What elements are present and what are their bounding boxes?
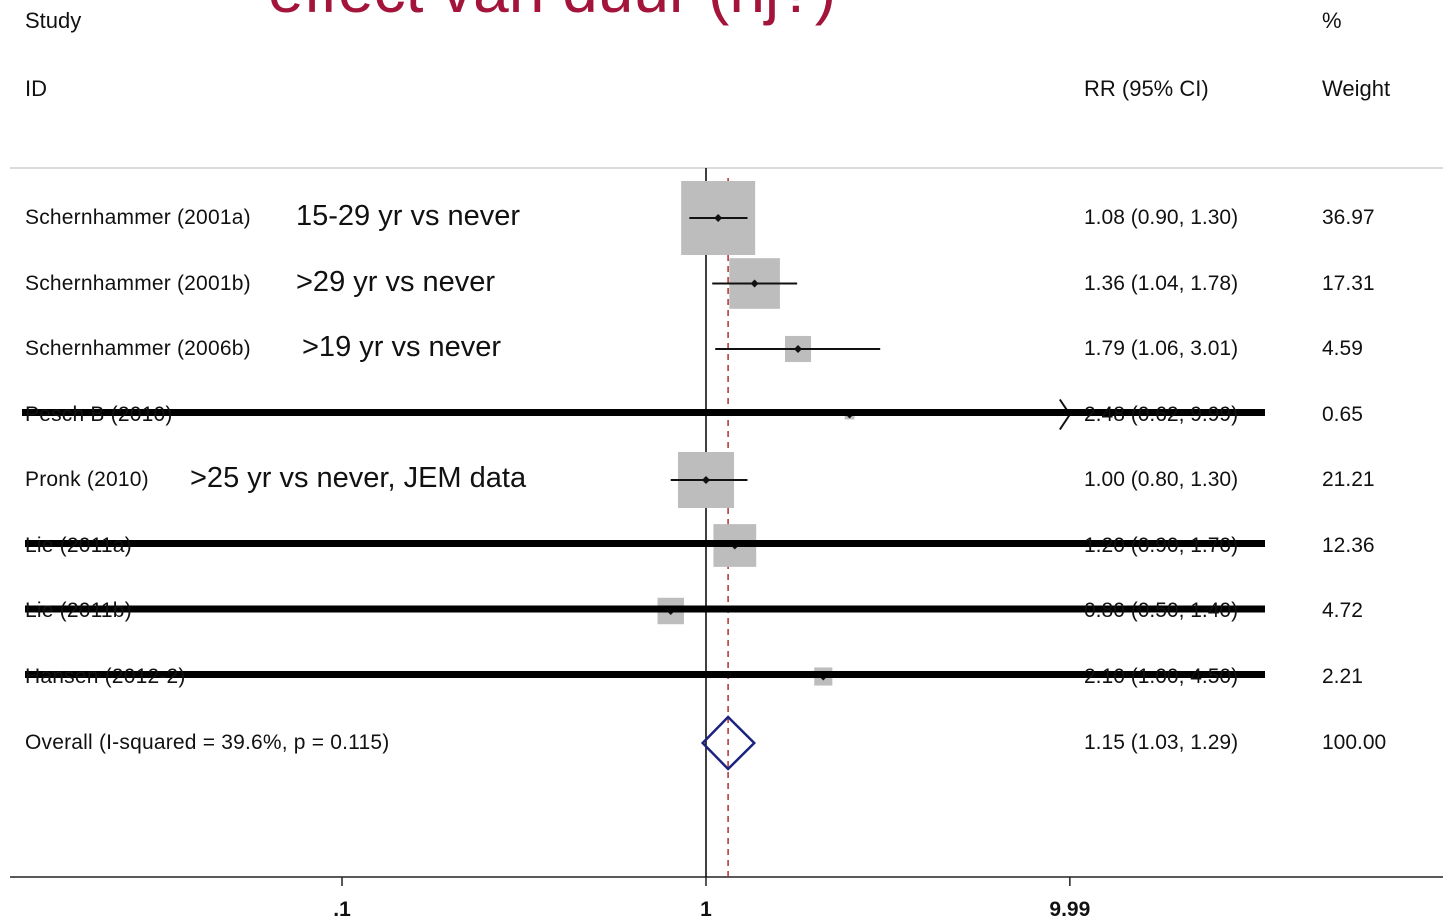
study-rr-ci: 2.48 (0.62, 9.99)	[1084, 402, 1239, 426]
study-weight: 0.65	[1322, 402, 1363, 426]
study-rr-ci: 1.79 (1.06, 3.01)	[1084, 337, 1239, 360]
study-rr-ci: 0.80 (0.50, 1.40)	[1084, 599, 1239, 622]
overall-weight: 100.00	[1322, 731, 1387, 754]
study-annotation: >25 yr vs never, JEM data	[190, 462, 527, 494]
study-point-estimate	[714, 214, 723, 222]
study-name: Schernhammer (2001a)	[25, 206, 251, 229]
study-rr-ci: 2.10 (1.00, 4.50)	[1084, 664, 1239, 688]
study-point-estimate	[750, 279, 759, 288]
study-name: Schernhammer (2006b)	[25, 337, 251, 360]
x-tick-label: 1	[700, 898, 712, 921]
overall-diamond	[700, 715, 757, 771]
study-name: Lie (2011a)	[25, 533, 132, 557]
study-weight: 4.72	[1322, 599, 1363, 622]
study-weight: 36.97	[1322, 206, 1375, 229]
study-name: Pronk (2010)	[25, 468, 149, 491]
header-study: Study	[25, 8, 82, 33]
study-annotation: >29 yr vs never	[296, 265, 496, 298]
study-weight: 17.31	[1322, 271, 1375, 295]
overall-label: Overall (I-squared = 39.6%, p = 0.115)	[25, 731, 390, 754]
study-name: Lie (2011b)	[25, 599, 132, 622]
header-id: ID	[25, 76, 47, 101]
x-tick-label: .1	[333, 898, 351, 921]
study-point-estimate	[702, 476, 710, 484]
study-annotation: 15-29 yr vs never	[296, 200, 521, 232]
study-name: Schernhammer (2001b)	[25, 271, 251, 295]
overall-rr-ci: 1.15 (1.03, 1.29)	[1084, 731, 1239, 754]
study-weight: 4.59	[1322, 337, 1363, 360]
study-name: Pesch B (2010)	[25, 402, 173, 426]
study-weight: 12.36	[1322, 533, 1375, 557]
study-annotation: >19 yr vs never	[302, 331, 502, 363]
study-name: Hansen (2012-2)	[25, 664, 186, 688]
study-point-estimate	[794, 345, 803, 353]
header-percent: %	[1322, 8, 1342, 33]
study-weight: 21.21	[1322, 468, 1375, 491]
slide-title: effect van duur (nj?)	[268, 0, 836, 22]
study-rr-ci: 1.36 (1.04, 1.78)	[1084, 271, 1239, 295]
study-rr-ci: 1.08 (0.90, 1.30)	[1084, 206, 1239, 229]
study-rr-ci: 1.00 (0.80, 1.30)	[1084, 468, 1239, 491]
study-weight: 2.21	[1322, 664, 1363, 688]
x-tick-label: 9.99	[1049, 898, 1091, 921]
header-rr: RR (95% CI)	[1084, 76, 1209, 101]
header-weight: Weight	[1322, 76, 1391, 101]
study-rr-ci: 1.20 (0.90, 1.70)	[1084, 533, 1239, 557]
